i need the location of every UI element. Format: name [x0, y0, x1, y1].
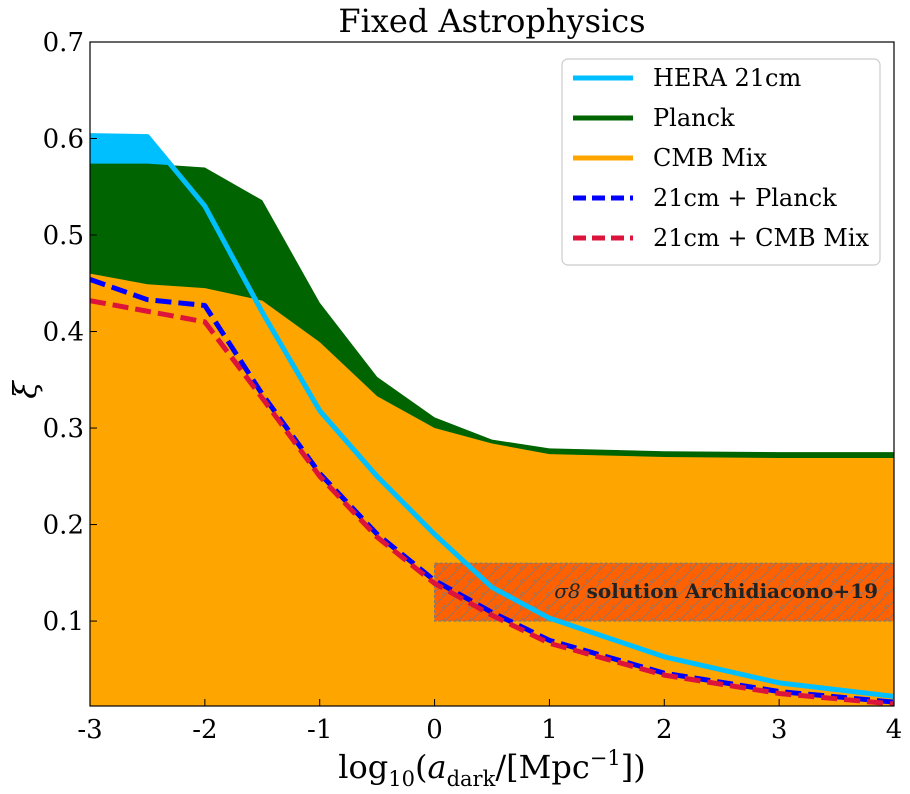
band-annotation: σ8 solution Archidiacono+19 [554, 579, 878, 603]
axes-frame [89, 41, 895, 707]
y-axis-ticks: 0.1 0.2 0.3 0.4 0.5 0.6 0.7 [43, 28, 97, 637]
band-annotation-label: solution Archidiacono+19 [587, 579, 878, 603]
band-annotation-symbol: σ8 [554, 579, 580, 603]
line-layer [90, 133, 894, 706]
line-21cm-cmb-mix [90, 298, 894, 706]
legend-label-21cm-cmb-mix: 21cm + CMB Mix [653, 224, 870, 252]
x-tick-label: 1 [541, 715, 558, 745]
legend: HERA 21cm Planck CMB Mix 21cm + Planck 21cm … [561, 58, 881, 266]
y-tick-label: 0.6 [43, 125, 84, 155]
y-tick-label: 0.1 [43, 607, 84, 637]
x-tick-label: 3 [771, 715, 788, 745]
legend-label-planck: Planck [653, 104, 735, 132]
legend-label-hera-21cm: HERA 21cm [653, 64, 801, 92]
x-axis-ticks: -3 -2 -1 0 1 2 3 4 [77, 699, 902, 745]
x-tick-label: 0 [426, 715, 443, 745]
plot-area [90, 133, 894, 706]
x-tick-label: -3 [77, 715, 102, 745]
line-hera-21cm [90, 133, 894, 699]
sigma8-band-hatch [433, 562, 894, 622]
y-tick-label: 0.2 [43, 511, 84, 541]
area-cmb-mix [90, 273, 894, 706]
y-tick-label: 0.4 [43, 318, 84, 348]
y-tick-label: 0.5 [43, 221, 84, 251]
legend-box [561, 58, 881, 266]
x-tick-label: -1 [307, 715, 332, 745]
chart-title: Fixed Astrophysics [338, 2, 645, 40]
band-layer [433, 562, 894, 622]
x-tick-label: 2 [656, 715, 673, 745]
legend-label-21cm-planck: 21cm + Planck [653, 184, 837, 212]
y-tick-label: 0.7 [43, 28, 84, 58]
x-axis-label: log10(adark/[Mpc−1]) [338, 746, 645, 791]
y-axis-label: ξ [6, 380, 44, 399]
x-tick-label: 4 [886, 715, 903, 745]
x-tick-label: -2 [192, 715, 217, 745]
legend-label-cmb-mix: CMB Mix [653, 144, 767, 172]
y-tick-label: 0.3 [43, 414, 84, 444]
